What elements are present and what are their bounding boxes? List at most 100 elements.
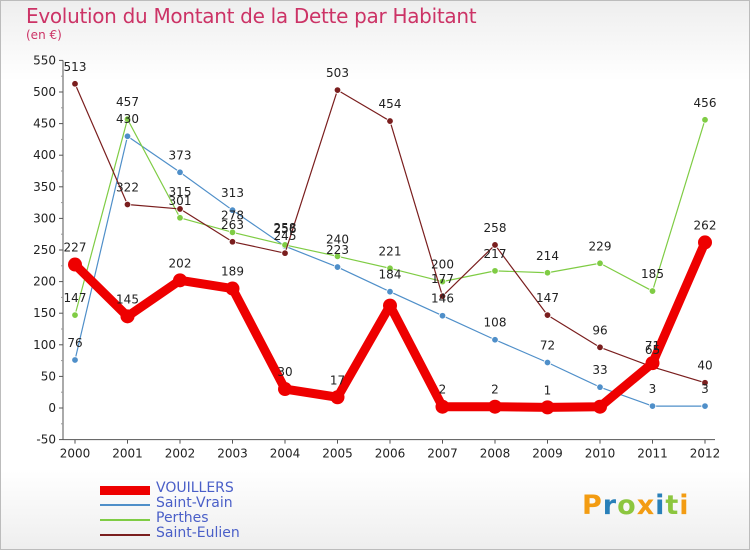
data-point-saint-vrain [438,312,447,320]
x-tick-label: 2003 [217,447,248,461]
legend-item: Saint-Eulien [100,525,400,543]
logo-letter: t [665,490,680,521]
data-point-vouillers [435,399,450,414]
data-label: 258 [484,221,507,235]
x-tick-label: 2004 [270,447,301,461]
chart-title: Evolution du Montant de la Dette par Hab… [26,4,477,28]
data-label: 2 [439,383,447,397]
data-label: 184 [379,268,402,282]
data-label: 313 [221,186,244,200]
chart-subtitle: (en €) [26,28,62,42]
data-label: 456 [694,96,717,110]
legend-label: Saint-Vrain [156,495,233,511]
data-point-vouillers [593,399,607,414]
data-point-saint-vrain [543,358,552,367]
data-point-vouillers [645,356,660,371]
y-tick-label: 450 [33,117,56,131]
x-tick-label: 2001 [112,447,143,461]
data-label: 229 [589,239,612,253]
data-label: 256 [274,222,297,236]
data-label: 245 [274,229,297,243]
data-point-saint-eulien [543,311,552,319]
x-tick-label: 2011 [637,447,668,461]
data-point-perthes [386,264,394,273]
data-point-saint-eulien [386,117,394,125]
data-label: 513 [64,60,87,74]
data-point-vouillers [173,273,187,288]
y-tick-label: 0 [48,401,56,415]
data-label: 223 [326,243,349,257]
data-label: 147 [64,291,87,305]
data-point-vouillers [698,235,712,250]
data-label: 315 [169,185,192,199]
legend-label: Perthes [156,510,209,526]
data-label: 2 [491,383,499,397]
data-point-saint-eulien [596,343,604,352]
data-label: 240 [326,232,349,246]
y-tick-label: 100 [33,338,56,352]
data-label: 278 [221,208,244,222]
data-point-saint-eulien [701,379,709,387]
x-tick-label: 2008 [480,447,511,461]
x-tick-label: 2002 [165,447,196,461]
legend-item: Saint-Vrain [100,495,400,513]
data-label: 147 [536,291,559,305]
data-label: 72 [540,338,555,352]
x-tick-label: 2006 [375,447,406,461]
y-tick-label: 50 [41,369,56,383]
legend-item: VOUILLERS [100,480,400,498]
x-tick-label: 2007 [427,447,458,461]
data-point-vouillers [330,390,345,405]
data-point-saint-vrain [333,263,342,271]
data-point-saint-eulien [333,86,342,94]
data-point-perthes [333,252,342,261]
data-label: 214 [536,249,559,263]
logo-letter: P [582,490,603,521]
y-tick-label: 200 [33,275,56,289]
x-tick-label: 2005 [322,447,353,461]
data-label: 65 [645,343,660,357]
y-tick-label: 150 [33,306,56,320]
logo-letter: i [679,490,690,521]
data-point-perthes [438,277,447,286]
data-label: 71 [645,339,660,353]
y-tick-label: 500 [33,85,56,99]
data-point-perthes [491,267,499,275]
data-label: 263 [221,218,244,232]
data-point-vouillers [383,298,397,313]
data-label: 221 [379,244,402,258]
data-label: 17 [330,373,345,387]
legend-swatch [100,534,150,536]
data-label: 177 [431,272,454,286]
data-point-perthes [176,214,184,222]
data-point-vouillers [278,382,292,397]
y-tick-label: 400 [33,148,56,162]
data-label: 227 [64,241,87,255]
proxiti-logo: Proxiti [582,490,690,521]
x-tick-label: 2010 [585,447,616,461]
y-tick-label: -50 [36,433,56,447]
data-point-vouillers [68,257,82,272]
data-label: 430 [116,112,139,126]
y-tick-label: 250 [33,243,56,257]
data-point-saint-eulien [123,200,132,209]
data-point-perthes [701,116,709,124]
logo-letter: i [655,490,666,521]
data-point-saint-eulien [71,80,79,88]
data-point-vouillers [540,400,555,415]
data-point-saint-eulien [176,205,184,213]
data-label: 301 [169,194,192,208]
data-label: 457 [116,95,139,109]
data-point-perthes [123,115,132,123]
data-label: 40 [697,359,712,373]
data-label: 189 [221,265,244,279]
logo-letter: x [636,490,656,521]
legend-label: VOUILLERS [156,480,234,496]
x-tick-label: 2000 [60,447,91,461]
legend-label: Saint-Eulien [156,525,240,541]
data-point-saint-eulien [228,238,237,246]
data-point-perthes [228,228,237,237]
data-label: 96 [592,323,607,337]
data-label: 202 [169,256,192,270]
